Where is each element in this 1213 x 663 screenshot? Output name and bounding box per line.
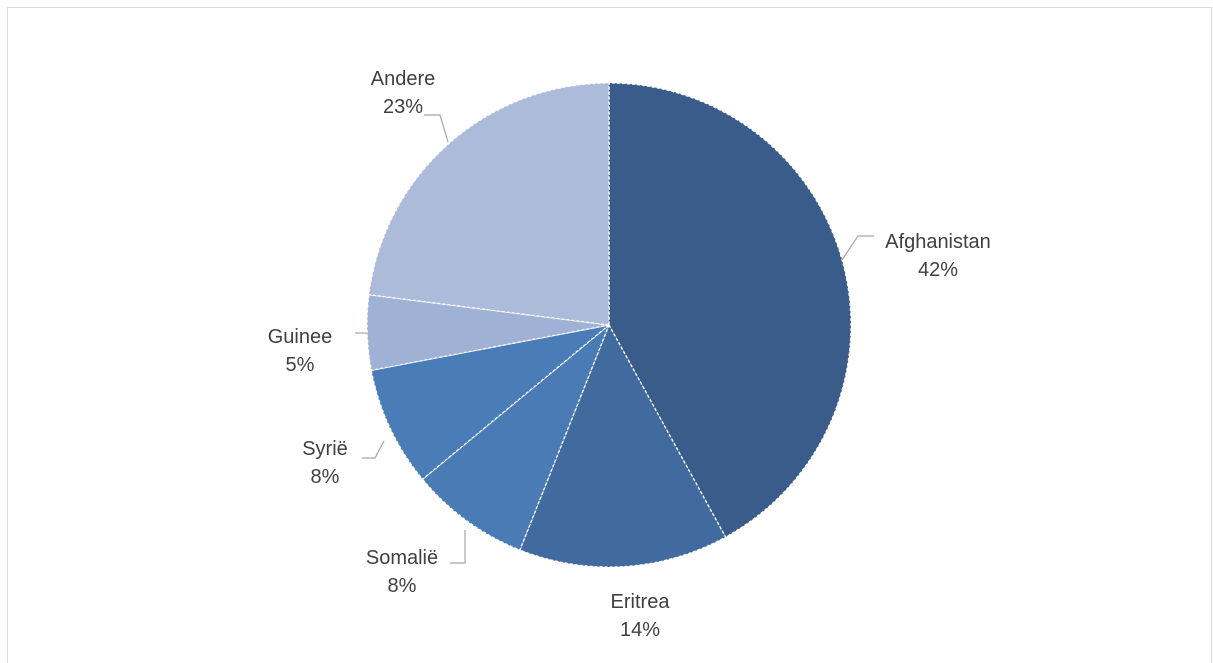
slice-label-guinee: Guinee bbox=[268, 326, 333, 348]
pie-slice-syrie bbox=[370, 324, 610, 481]
pie-slice-somalie bbox=[421, 324, 610, 551]
leader-lines bbox=[355, 114, 874, 564]
slice-percent-guinee: 5% bbox=[286, 354, 315, 376]
pie-slice-andere bbox=[368, 82, 610, 326]
slice-percent-andere: 23% bbox=[383, 96, 423, 118]
slice-label-eritrea: Eritrea bbox=[611, 591, 671, 613]
leader-line-andere bbox=[424, 114, 449, 143]
slice-label-somalie: Somalië bbox=[366, 547, 438, 569]
pie-slice-afghanistan bbox=[608, 82, 852, 538]
pie-slices bbox=[366, 82, 852, 568]
leader-line-afghanistan bbox=[841, 235, 874, 261]
slice-percent-afghanistan: 42% bbox=[918, 259, 958, 281]
data-labels: Afghanistan 42% Eritrea 14% Somalië 8% Syrië 8%… bbox=[268, 68, 991, 641]
slice-label-afghanistan: Afghanistan bbox=[885, 231, 991, 253]
slice-label-syrie: Syrië bbox=[302, 438, 348, 460]
slice-percent-somalie: 8% bbox=[388, 575, 417, 597]
leader-line-somalie bbox=[450, 530, 466, 564]
slice-label-andere: Andere bbox=[371, 68, 436, 90]
leader-line-syrie bbox=[362, 440, 385, 459]
pie-slice-eritrea bbox=[519, 323, 727, 568]
slice-percent-eritrea: 14% bbox=[620, 619, 660, 641]
slice-percent-syrie: 8% bbox=[311, 466, 340, 488]
